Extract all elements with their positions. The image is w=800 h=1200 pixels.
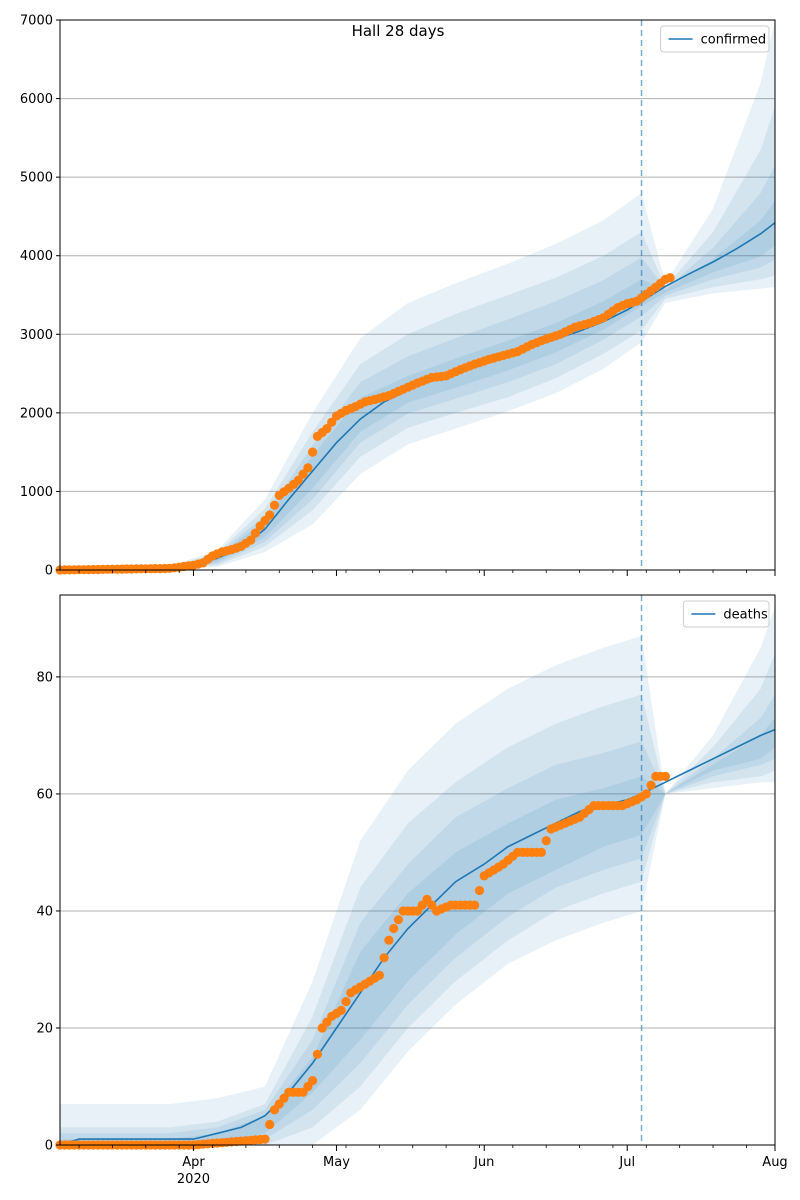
- observed-point: [660, 771, 671, 782]
- x-tick-label: Apr: [182, 1155, 205, 1170]
- axes-frame: [59, 594, 776, 1146]
- observed-point: [265, 1119, 275, 1130]
- uncertainty-band: [60, 20, 775, 570]
- legend-box: [682, 600, 770, 628]
- uncertainty-band: [60, 165, 775, 570]
- figure-title: Hall 28 days: [352, 22, 445, 40]
- observed-point: [308, 1076, 318, 1086]
- observed-point: [536, 847, 547, 858]
- observed-point: [312, 1049, 322, 1059]
- y-tick-label: 4000: [20, 249, 53, 264]
- observed-point: [393, 915, 403, 925]
- y-tick-label: 80: [36, 670, 53, 685]
- observed-point: [470, 900, 480, 910]
- observed-point: [298, 469, 308, 479]
- y-tick-label: 2000: [20, 406, 53, 421]
- x-tick-label: Jul: [618, 1155, 635, 1170]
- y-tick-label: 0: [45, 564, 53, 579]
- observed-point: [246, 535, 256, 545]
- y-tick-label: 6000: [20, 92, 53, 107]
- uncertainty-band: [60, 606, 775, 1145]
- axes-frame: [59, 19, 776, 571]
- observed-point: [308, 447, 318, 457]
- uncertainty-band: [60, 653, 775, 1145]
- uncertainty-band: [60, 717, 775, 1145]
- observed-point: [269, 500, 280, 510]
- y-tick-label: 40: [36, 904, 53, 919]
- observed-point: [322, 424, 332, 434]
- observed-point: [341, 997, 351, 1007]
- observed-point: [303, 463, 313, 473]
- observed-point: [336, 1005, 346, 1016]
- y-tick-label: 0: [45, 1139, 53, 1154]
- y-tick-label: 60: [36, 787, 53, 802]
- observed-point: [474, 885, 485, 896]
- x-tick-sublabel: 2020: [177, 1172, 210, 1187]
- y-tick-label: 3000: [20, 328, 53, 343]
- x-tick-label: May: [323, 1155, 350, 1170]
- observed-point: [389, 923, 399, 934]
- series-line-deaths: [59, 728, 776, 1146]
- observed-point: [293, 475, 303, 485]
- confirmed-panel: 0 1000 2000 3000 4000 5000 6000 7000 confirmed: [20, 14, 776, 579]
- observed-point: [641, 789, 651, 799]
- observed-point: [260, 1134, 270, 1144]
- observed-point: [646, 780, 656, 790]
- observed-point: [665, 273, 675, 283]
- uncertainty-band: [60, 106, 775, 571]
- deaths-panel: 0 20 40 60 80 Apr 2020 May Jun Jul Aug deaths: [36, 594, 788, 1187]
- legend: confirmed: [660, 25, 770, 53]
- legend-label: deaths: [723, 608, 768, 623]
- legend: deaths: [682, 600, 770, 628]
- observed-point: [541, 836, 551, 846]
- y-tick-label: 7000: [20, 14, 53, 29]
- y-tick-label: 5000: [20, 171, 53, 186]
- y-tick-label: 1000: [20, 485, 53, 500]
- observed-point: [327, 417, 337, 427]
- observed-point: [384, 935, 394, 945]
- observed-point: [265, 510, 275, 520]
- x-tick-label: Jun: [473, 1155, 494, 1170]
- observed-point: [379, 953, 389, 963]
- y-tick-label: 20: [36, 1021, 53, 1036]
- x-tick-label: Aug: [762, 1155, 787, 1170]
- observed-point: [374, 970, 384, 980]
- observed-point: [250, 528, 260, 538]
- legend-box: [660, 25, 770, 53]
- legend-label: confirmed: [701, 33, 767, 48]
